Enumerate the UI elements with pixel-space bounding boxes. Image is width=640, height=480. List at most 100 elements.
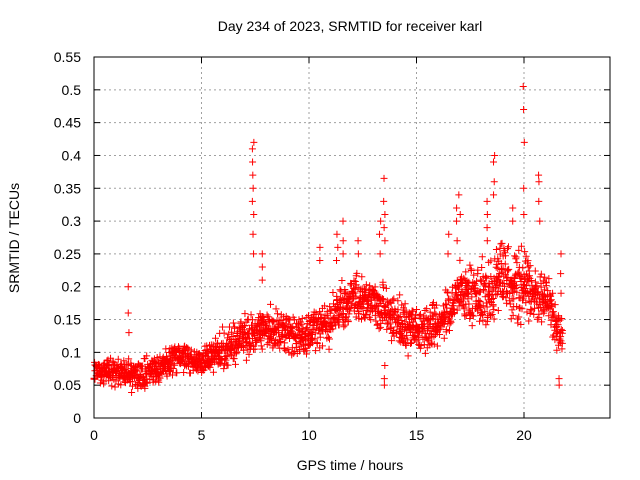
data-point — [558, 327, 566, 335]
data-point — [108, 382, 116, 390]
data-point — [468, 322, 476, 330]
data-point — [413, 305, 421, 313]
data-point — [380, 295, 388, 303]
data-point — [109, 358, 117, 366]
data-point — [269, 344, 277, 352]
data-point — [309, 319, 317, 327]
data-point — [396, 291, 404, 299]
data-point — [553, 346, 561, 354]
data-point — [449, 305, 457, 313]
data-point — [444, 250, 452, 258]
data-point — [126, 377, 134, 385]
data-point — [281, 339, 289, 347]
data-point — [325, 345, 333, 353]
data-point — [382, 284, 390, 292]
data-point — [240, 328, 248, 336]
y-tick-label: 0.35 — [54, 180, 81, 196]
data-point — [156, 374, 164, 382]
data-point — [168, 371, 176, 379]
data-point — [357, 315, 365, 323]
data-point — [251, 345, 259, 353]
data-point — [249, 316, 257, 324]
data-point — [193, 363, 201, 371]
data-point — [468, 311, 476, 319]
data-point — [124, 283, 132, 291]
data-point — [222, 356, 230, 364]
data-point — [338, 277, 346, 285]
data-point — [421, 307, 429, 315]
data-point — [367, 316, 375, 324]
data-point — [440, 334, 448, 342]
data-point — [489, 302, 497, 310]
data-point — [431, 309, 439, 317]
data-point — [545, 275, 553, 283]
data-point — [341, 313, 349, 321]
data-point — [397, 333, 405, 341]
data-point — [494, 306, 502, 314]
data-point — [380, 174, 388, 182]
data-point — [557, 270, 565, 278]
data-point — [507, 315, 515, 323]
data-point — [341, 321, 349, 329]
data-point — [339, 237, 347, 245]
data-point — [476, 297, 484, 305]
data-point — [248, 197, 256, 205]
y-tick-label: 0.55 — [54, 49, 81, 65]
y-tick-label: 0.4 — [62, 147, 82, 163]
data-point — [404, 336, 412, 344]
data-point — [491, 151, 499, 159]
data-point — [514, 319, 522, 327]
data-point — [377, 300, 385, 308]
data-point — [324, 333, 332, 341]
data-point — [229, 319, 237, 327]
data-point — [263, 311, 271, 319]
data-point — [387, 299, 395, 307]
data-point — [173, 369, 181, 377]
data-point — [124, 309, 132, 317]
data-point — [258, 250, 266, 258]
axis-ticks: 0 0.05 0.1 0.15 0.2 0.25 0.3 0.35 0.4 0.45 0.5 0.55… — [54, 49, 610, 443]
data-point — [536, 217, 544, 225]
y-tick-label: 0.2 — [62, 279, 82, 295]
data-point — [489, 294, 497, 302]
data-point — [521, 248, 529, 256]
data-point — [535, 197, 543, 205]
data-point — [339, 217, 347, 225]
data-point — [475, 296, 483, 304]
data-point — [517, 320, 525, 328]
data-point — [329, 325, 337, 333]
data-point — [433, 301, 441, 309]
data-point — [389, 296, 397, 304]
data-point — [430, 340, 438, 348]
data-point — [155, 378, 163, 386]
data-point — [362, 281, 370, 289]
data-point — [143, 379, 151, 387]
data-point — [490, 191, 498, 199]
data-point — [323, 307, 331, 315]
data-point — [274, 310, 282, 318]
data-point — [398, 316, 406, 324]
data-point — [313, 340, 321, 348]
data-point — [379, 278, 387, 286]
data-point — [427, 339, 435, 347]
data-point — [298, 315, 306, 323]
data-point — [453, 217, 461, 225]
data-point — [483, 211, 491, 219]
data-point — [351, 277, 359, 285]
data-point — [268, 335, 276, 343]
data-point — [527, 305, 535, 313]
data-point — [339, 304, 347, 312]
data-point — [337, 287, 345, 295]
data-point — [503, 267, 511, 275]
y-tick-label: 0.05 — [54, 377, 81, 393]
data-point — [237, 328, 245, 336]
data-point — [490, 306, 498, 314]
data-point — [482, 321, 490, 329]
y-axis-label: SRMTID / TECUs — [6, 183, 22, 293]
data-point — [373, 320, 381, 328]
data-point — [513, 281, 521, 289]
data-point — [249, 230, 257, 238]
data-point — [501, 260, 509, 268]
data-point — [220, 329, 228, 337]
data-point — [481, 282, 489, 290]
